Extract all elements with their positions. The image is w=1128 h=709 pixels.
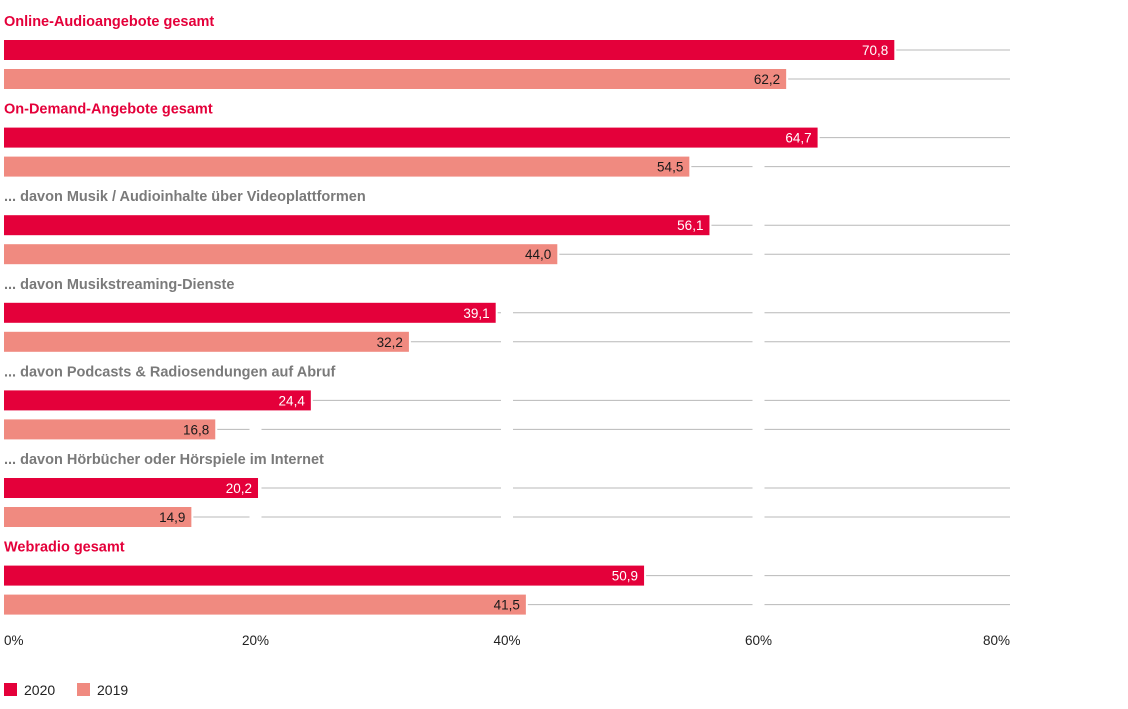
x-tick-label: 80%	[983, 633, 1010, 648]
bar-2020	[4, 40, 895, 60]
value-label: 14,9	[159, 510, 185, 525]
bar-2019	[4, 419, 216, 440]
value-label: 50,9	[612, 569, 638, 584]
category-label: Webradio gesamt	[4, 540, 125, 556]
category-label: On-Demand-Angebote gesamt	[4, 102, 213, 118]
bar-2020	[4, 478, 259, 498]
bar-2020	[4, 127, 818, 148]
grid-lines	[193, 0, 1010, 620]
x-tick-label: 60%	[745, 633, 772, 648]
value-label: 54,5	[657, 160, 683, 175]
bar-2020	[4, 302, 496, 323]
bar-2019	[4, 507, 192, 527]
x-tick-label: 0%	[4, 633, 24, 648]
value-label: 24,4	[279, 393, 306, 408]
x-axis: 0% 20% 40% 60% 80%	[4, 633, 1010, 648]
bar-2019	[4, 69, 787, 89]
bar-2019	[4, 244, 558, 265]
value-label: 32,2	[377, 335, 403, 350]
legend-swatch-2020	[4, 683, 17, 696]
value-label: 62,2	[754, 72, 780, 87]
value-label: 39,1	[463, 306, 489, 321]
value-label: 41,5	[494, 598, 520, 613]
value-label: 44,0	[525, 247, 551, 262]
category-labels: Online-Audioangebote gesamt On-Demand-Ang…	[4, 14, 366, 556]
value-label: 20,2	[226, 481, 252, 496]
legend-label: 2020	[24, 682, 55, 698]
bar-2019	[4, 331, 409, 352]
category-label: ... davon Hörbücher oder Hörspiele im In…	[4, 452, 324, 468]
bar-2019	[4, 594, 526, 615]
legend: 2020 2019	[4, 682, 128, 698]
bar-2019	[4, 156, 690, 177]
category-label: ... davon Musik / Audioinhalte über Vide…	[4, 189, 366, 205]
category-label: Online-Audioangebote gesamt	[4, 14, 214, 30]
category-label: ... davon Podcasts & Radiosendungen auf …	[4, 364, 336, 380]
x-tick-label: 40%	[493, 633, 520, 648]
category-label: ... davon Musikstreaming-Dienste	[4, 277, 234, 293]
grid-gap	[752, 0, 765, 620]
bar-2020	[4, 390, 311, 411]
bar-2020	[4, 215, 710, 236]
legend-label: 2019	[97, 682, 128, 698]
grid-gap	[501, 0, 513, 620]
bar-2020	[4, 565, 645, 586]
value-label: 70,8	[862, 43, 888, 58]
value-label: 64,7	[785, 131, 811, 146]
value-label: 16,8	[183, 422, 209, 437]
x-tick-label: 20%	[242, 633, 269, 648]
legend-swatch-2019	[77, 683, 90, 696]
bars: 70,8 62,2 64,7 54,5 56,1 44,0 39,1 32,2 24,4 16,8…	[4, 40, 895, 615]
value-label: 56,1	[677, 218, 703, 233]
